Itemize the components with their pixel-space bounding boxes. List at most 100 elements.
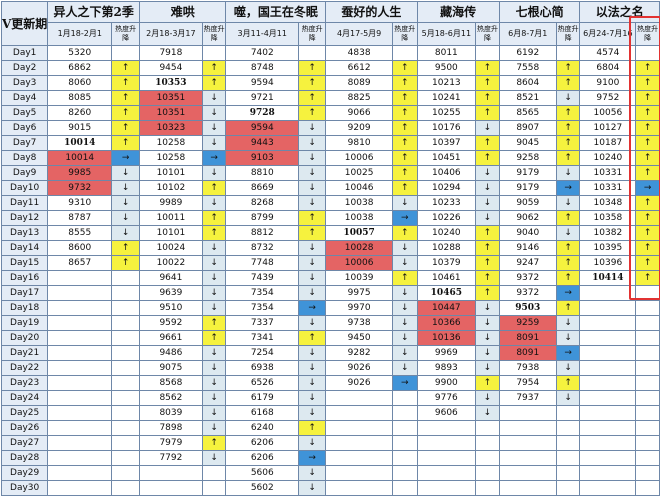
heat-value: 10331 [579, 165, 637, 181]
heat-value: 10294 [416, 180, 477, 196]
heat-value: 9500 [416, 60, 477, 76]
trend-arrow: ↓ [555, 90, 581, 106]
day-label: Day9 [0, 165, 49, 181]
heat-value: 9259 [498, 315, 557, 331]
trend-arrow: ↓ [475, 360, 500, 376]
heat-value: 9282 [325, 345, 393, 361]
heat-value: 10366 [416, 315, 477, 331]
trend-arrow: ↑ [111, 75, 140, 91]
heat-value [498, 480, 557, 496]
trend-arrow: ↓ [298, 180, 327, 196]
table-row: Day12 8787 ↓ 10011 ↑ 8799 ↑ 10038 → 10226 ↓ 9062 ↑ 10… [0, 210, 660, 226]
heat-value: 9258 [498, 150, 557, 166]
heat-value: 8085 [47, 90, 113, 106]
trend-arrow [635, 420, 660, 436]
table-row: Day6 9015 ↑ 10323 ↓ 9594 ↓ 9209 ↑ 10176 ↓ 8907 ↑ 1012… [0, 120, 660, 136]
heat-value: 10213 [416, 75, 477, 91]
trend-arrow: ↓ [391, 285, 418, 301]
heat-value [498, 405, 557, 421]
trend-arrow: ↓ [391, 360, 418, 376]
trend-arrow [635, 345, 660, 361]
trend-arrow: ↑ [635, 225, 660, 241]
heat-value: 8260 [47, 105, 113, 121]
heat-value: 5602 [225, 480, 300, 496]
table-row: Day4 8085 ↑ 10351 ↓ 9721 ↑ 8825 ↑ 10241 ↑ 8521 ↓ 9752… [0, 90, 660, 106]
table-row: Day29 5606 ↓ [0, 465, 660, 481]
heat-value [579, 420, 637, 436]
trend-arrow: ↑ [555, 270, 581, 286]
trend-arrow: → [298, 300, 327, 316]
heat-value: 9450 [325, 330, 393, 346]
heat-value: 9728 [225, 105, 300, 121]
heat-value: 8555 [47, 225, 113, 241]
trend-arrow: ↑ [635, 135, 660, 151]
table-row: Day20 9661 ↑ 7341 ↑ 9450 ↓ 10136 ↓ 8091 ↓ [0, 330, 660, 346]
day-label: Day23 [0, 375, 49, 391]
trend-arrow [475, 435, 500, 451]
drama-title: 以法之名 [579, 1, 660, 23]
heat-value [579, 405, 637, 421]
heat-value [47, 345, 113, 361]
table-row: Day14 8600 ↑ 10024 ↓ 8732 ↓ 10028 ↓ 10288 ↑ 9146 ↑ 10… [0, 240, 660, 256]
trend-header: 热度升降 [201, 22, 227, 46]
heat-value: 7792 [138, 450, 203, 466]
heat-value: 9592 [138, 315, 203, 331]
heat-value: 9975 [325, 285, 393, 301]
heat-value [47, 420, 113, 436]
heat-value: 9372 [498, 270, 557, 286]
trend-arrow: ↓ [298, 195, 327, 211]
trend-arrow: ↓ [201, 165, 227, 181]
heat-value: 9100 [579, 75, 637, 91]
airing-dates: 4月17-5月9 [325, 22, 393, 46]
trend-arrow: ↑ [201, 225, 227, 241]
heat-value: 10011 [138, 210, 203, 226]
trend-arrow: ↓ [475, 300, 500, 316]
day-label: Day1 [0, 45, 49, 61]
trend-arrow: ↓ [555, 360, 581, 376]
heat-value: 8091 [498, 330, 557, 346]
table-row: Day30 5602 ↓ [0, 480, 660, 496]
trend-arrow: ↑ [635, 165, 660, 181]
trend-arrow: ↑ [475, 150, 500, 166]
trend-arrow [555, 480, 581, 496]
heat-value: 8799 [225, 210, 300, 226]
heat-value [47, 450, 113, 466]
heat-value: 6862 [47, 60, 113, 76]
trend-arrow: ↑ [555, 150, 581, 166]
heat-value [47, 330, 113, 346]
heat-value: 10395 [579, 240, 637, 256]
day-label: Day17 [0, 285, 49, 301]
heat-value: 7354 [225, 285, 300, 301]
trend-arrow: ↑ [635, 90, 660, 106]
trend-arrow: ↑ [555, 120, 581, 136]
heat-value: 9026 [325, 360, 393, 376]
heat-value [325, 450, 393, 466]
trend-arrow: ↓ [298, 165, 327, 181]
heat-value [416, 465, 477, 481]
heat-value: 8604 [498, 75, 557, 91]
heat-value: 8268 [225, 195, 300, 211]
header-row-dates: 1月18-2月1 热度升降 2月18-3月17 热度升降 3月11-4月11 热度升降 4月… [2, 22, 660, 46]
heat-value: 8810 [225, 165, 300, 181]
heat-value: 10258 [138, 150, 203, 166]
trend-arrow: ↓ [475, 180, 500, 196]
trend-header: 热度升降 [635, 22, 660, 46]
trend-arrow: ↑ [475, 240, 500, 256]
heat-value: 10323 [138, 120, 203, 136]
trend-arrow: ↓ [475, 390, 500, 406]
heat-value: 9146 [498, 240, 557, 256]
trend-arrow [391, 435, 418, 451]
trend-arrow [635, 285, 660, 301]
trend-arrow [475, 420, 500, 436]
trend-arrow: ↓ [201, 375, 227, 391]
table-row: Day25 8039 ↓ 6168 ↓ 9606 ↓ [0, 405, 660, 421]
trend-arrow [555, 405, 581, 421]
heat-value [325, 420, 393, 436]
day-label: Day27 [0, 435, 49, 451]
trend-arrow: ↓ [298, 435, 327, 451]
day-label: Day5 [0, 105, 49, 121]
heat-value [325, 465, 393, 481]
day-label: Day7 [0, 135, 49, 151]
trend-arrow: ↓ [201, 195, 227, 211]
heat-value: 10046 [325, 180, 393, 196]
